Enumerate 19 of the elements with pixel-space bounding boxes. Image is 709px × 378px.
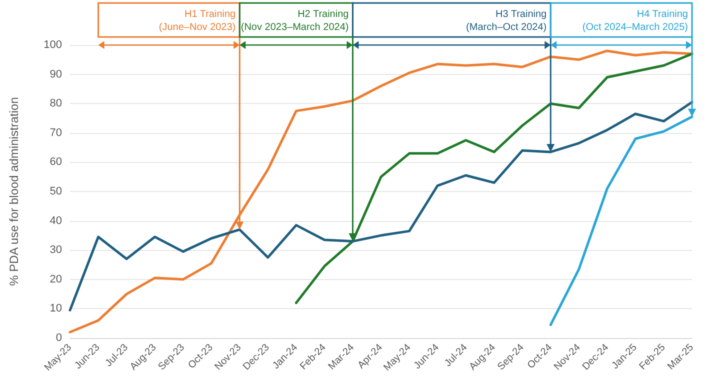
y-tick-label: 30 (50, 244, 62, 256)
line-series (68, 50, 694, 334)
line-series (294, 52, 694, 304)
y-tick-label: 10 (50, 302, 62, 315)
annotation: H4 Training (Oct 2024–March 2025) (582, 9, 688, 33)
y-tick-label: 80 (50, 98, 62, 110)
annotation: H2 Training (Nov 2023–March 2024) (240, 9, 349, 33)
y-axis-title: % PDA use for blood administration (7, 97, 21, 286)
line-series (68, 100, 694, 312)
y-tick-label: 100 (44, 39, 62, 51)
y-tick-label: 60 (50, 156, 62, 168)
y-tick-label: 0 (56, 332, 62, 344)
y-tick-label: 50 (50, 186, 62, 198)
y-tick-label: 90 (50, 68, 62, 80)
y-tick-label: 70 (50, 126, 62, 139)
y-tick-label: 40 (50, 214, 62, 227)
annotation: H1 Training (June–Nov 2023) (158, 9, 236, 33)
annotation: H3 Training (March–Oct 2024) (466, 9, 547, 33)
y-tick-label: 20 (50, 273, 62, 286)
